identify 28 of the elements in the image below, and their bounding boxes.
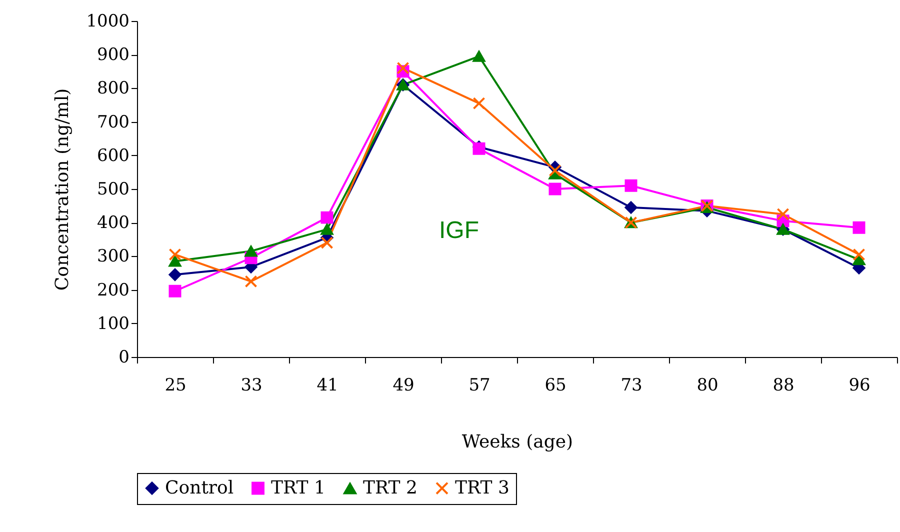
x-tick-label: 25 <box>164 376 186 396</box>
legend-label: TRT 1 <box>271 477 326 498</box>
x-tick-label: 41 <box>316 376 338 396</box>
legend-label: TRT 3 <box>455 477 510 498</box>
x-axis-title: Weeks (age) <box>462 432 574 452</box>
y-tick-label: 200 <box>97 280 130 300</box>
annotation: IGF <box>439 217 479 244</box>
y-tick-label: 600 <box>97 146 130 166</box>
y-tick-label: 800 <box>97 78 130 99</box>
legend-label: TRT 2 <box>363 478 418 498</box>
x-tick-label: 73 <box>620 376 642 396</box>
y-axis-title: Concentration (ng/ml) <box>52 88 74 291</box>
y-tick-label: 400 <box>97 213 130 234</box>
y-tick-label: 0 <box>118 348 130 368</box>
y-tick-label: 100 <box>97 314 130 334</box>
x-tick-label: 57 <box>468 376 490 396</box>
x-tick-label: 80 <box>696 376 718 396</box>
x-tick-label: 49 <box>392 376 414 396</box>
x-tick-label: 65 <box>544 376 566 396</box>
y-tick-label: 900 <box>97 45 130 66</box>
x-tick-label: 88 <box>772 376 794 396</box>
y-tick-label: 1000 <box>86 12 130 32</box>
y-tick-label: 500 <box>97 180 130 200</box>
y-tick-label: 300 <box>97 246 130 267</box>
y-tick-label: 700 <box>97 112 130 132</box>
legend-label: Control <box>165 477 234 498</box>
x-tick-label: 96 <box>848 376 870 396</box>
x-tick-label: 33 <box>240 376 262 396</box>
